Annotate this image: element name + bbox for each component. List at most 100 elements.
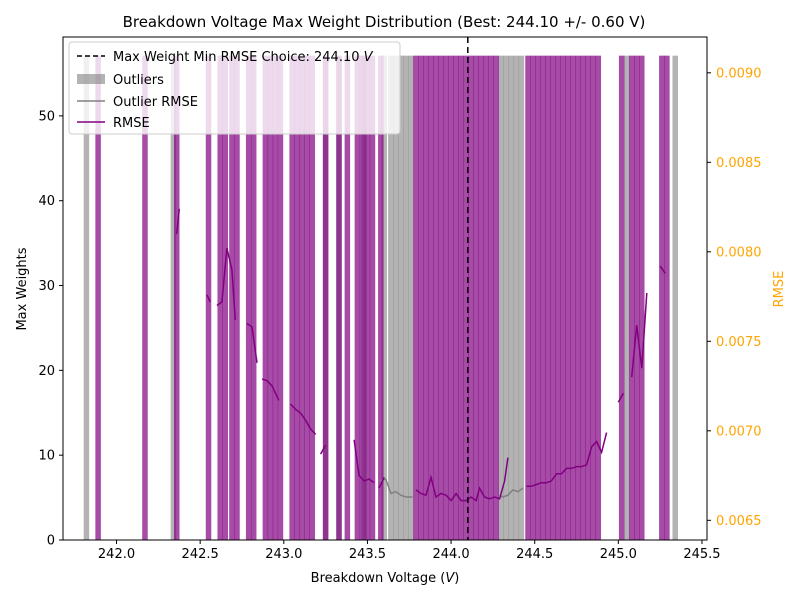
- main-bar: [245, 55, 252, 541]
- outlier-rmse-line: [499, 487, 524, 498]
- rmse-line: [353, 439, 375, 484]
- outlier-bar: [388, 55, 394, 541]
- rmse-line: [261, 378, 280, 401]
- rmse-line: [415, 457, 509, 502]
- main-bar: [418, 55, 424, 541]
- y-tick-label: 10: [38, 449, 55, 464]
- legend-box: [68, 41, 401, 135]
- rmse-line: [246, 322, 258, 363]
- main-bar: [463, 55, 469, 541]
- main-bar: [222, 55, 229, 541]
- main-bar: [443, 55, 449, 541]
- x-tick-label: 245.0: [600, 547, 637, 562]
- x-tick-label: 244.0: [432, 547, 469, 562]
- main-bar: [277, 55, 284, 541]
- outlier-bar: [498, 55, 505, 541]
- right-tick-label: 0.0075: [716, 335, 762, 350]
- x-axis-ticks: 242.0 242.5 243.0 243.5 244.0 244.5 245.0 245.5: [98, 540, 721, 562]
- outlier-bar: [518, 55, 525, 541]
- outlier-bar: [508, 55, 515, 541]
- main-bar: [618, 55, 625, 541]
- main-bar: [639, 55, 645, 541]
- rmse-line: [319, 444, 327, 455]
- main-bar: [540, 55, 546, 541]
- right-axis-ticks: 0.0065 0.0070 0.0075 0.0080 0.0085 0.0090: [707, 66, 762, 529]
- x-tick-label: 245.5: [683, 547, 720, 562]
- y-tick-label: 0: [47, 534, 55, 549]
- outlier-bar: [381, 55, 387, 541]
- right-tick-label: 0.0080: [716, 245, 762, 260]
- rmse-line: [630, 292, 648, 378]
- main-bar: [229, 55, 235, 541]
- main-bar: [262, 55, 269, 541]
- right-tick-label: 0.0065: [716, 514, 762, 529]
- main-bar: [595, 55, 602, 541]
- main-bar: [304, 55, 310, 541]
- y-axis-label: Max Weights: [15, 247, 30, 330]
- main-bar: [458, 55, 464, 541]
- main-bar: [173, 55, 180, 541]
- main-bar: [433, 55, 439, 541]
- rmse-line: [378, 476, 385, 489]
- main-bar: [628, 55, 635, 541]
- main-bar: [322, 55, 329, 541]
- chart-title: Breakdown Voltage Max Weight Distributio…: [123, 13, 646, 31]
- outlier-bar: [398, 55, 404, 541]
- rmse-line: [289, 403, 317, 435]
- main-bar: [359, 55, 366, 541]
- main-bar: [525, 55, 531, 541]
- legend-outliers-label: Outliers: [113, 73, 164, 88]
- rmse-line: [216, 248, 237, 320]
- main-bar: [633, 55, 640, 541]
- main-bar: [309, 55, 315, 541]
- outlier-bar: [83, 55, 90, 541]
- outlier-bar: [623, 55, 630, 541]
- main-bar: [234, 55, 240, 541]
- main-bar: [585, 55, 591, 541]
- x-tick-label: 243.5: [349, 547, 386, 562]
- main-bar: [294, 55, 300, 541]
- main-bar: [438, 55, 444, 541]
- plot-frame: [62, 36, 708, 541]
- y-tick-label: 30: [38, 279, 55, 294]
- main-bar: [545, 55, 551, 541]
- outlier-bar: [513, 55, 520, 541]
- rmse-line: [526, 432, 608, 488]
- main-bar: [217, 55, 223, 541]
- x-axis-label: Breakdown Voltage (V): [311, 571, 460, 586]
- main-bar: [423, 55, 429, 541]
- main-bar: [590, 55, 597, 541]
- main-bar: [142, 55, 148, 541]
- right-tick-label: 0.0090: [716, 66, 762, 81]
- outlier-bar: [408, 55, 414, 541]
- main-bars: [95, 55, 670, 541]
- main-bar: [468, 55, 474, 541]
- rmse-line: [659, 265, 666, 274]
- main-bar: [478, 55, 484, 541]
- legend-outlier-rmse-label: Outlier RMSE: [113, 95, 198, 110]
- y-tick-label: 20: [38, 364, 55, 379]
- x-tick-label: 242.0: [98, 547, 135, 562]
- main-bar: [299, 55, 305, 541]
- outlier-bar: [170, 55, 177, 541]
- main-bar: [289, 55, 295, 541]
- x-tick-label: 243.0: [265, 547, 302, 562]
- legend: Max Weight Min RMSE Choice: 244.10 V Out…: [68, 41, 401, 135]
- main-bar: [473, 55, 479, 541]
- main-bar: [555, 55, 561, 541]
- main-bar: [364, 55, 371, 541]
- main-bar: [344, 55, 351, 541]
- main-bar: [250, 55, 257, 541]
- main-bar: [483, 55, 489, 541]
- main-bar: [565, 55, 571, 541]
- main-bar: [535, 55, 541, 541]
- main-bar: [664, 55, 670, 541]
- main-bar: [428, 55, 434, 541]
- main-bar: [453, 55, 459, 541]
- rmse-line: [175, 208, 181, 234]
- main-bar: [267, 55, 274, 541]
- main-bar: [659, 55, 665, 541]
- right-tick-label: 0.0070: [716, 424, 762, 439]
- legend-vline-label: Max Weight Min RMSE Choice: 244.10 V: [113, 50, 374, 65]
